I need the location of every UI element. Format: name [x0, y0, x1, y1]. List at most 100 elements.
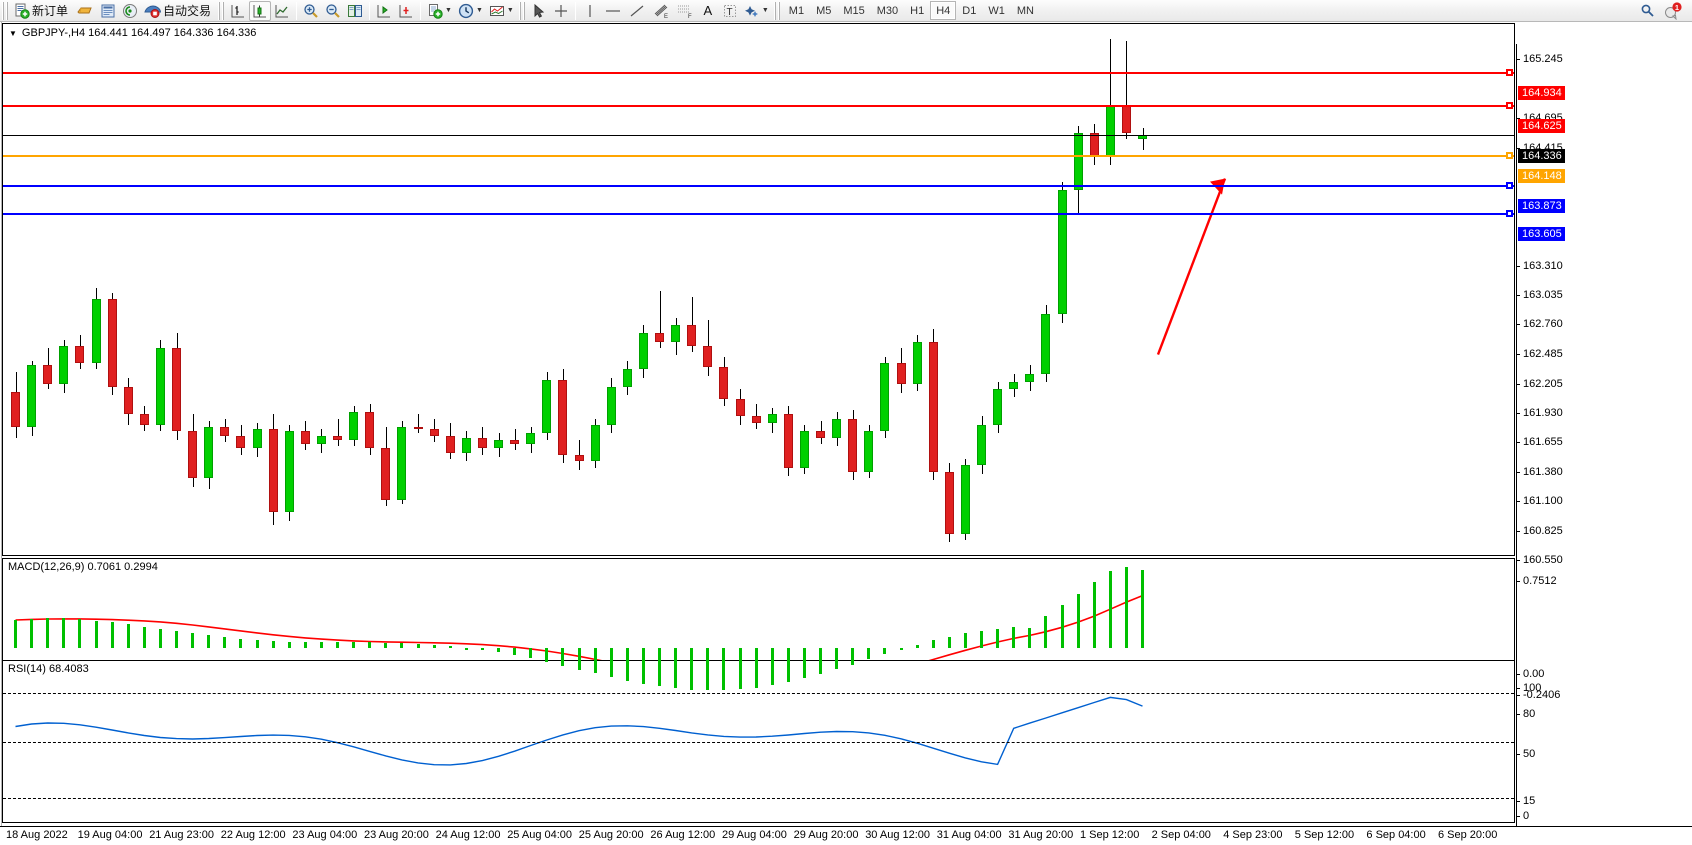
main-toolbar[interactable]: 新订单 自动交易: [0, 0, 1692, 22]
chart-left-grip[interactable]: [0, 22, 3, 845]
new-order-icon: [15, 3, 30, 19]
auto-scroll-button[interactable]: [395, 1, 417, 21]
level-line-current-price[interactable]: [3, 135, 1514, 137]
candle-body: [155, 348, 165, 425]
crosshair-icon: [554, 4, 567, 17]
candle-body: [671, 324, 681, 342]
macd-histogram-bar: [529, 648, 533, 659]
chart-window[interactable]: ▼ GBPJPY-,H4 164.441 164.497 164.336 164…: [0, 22, 1692, 845]
timeframe-h4[interactable]: H4: [930, 1, 957, 20]
macd-histogram-bar: [336, 642, 339, 649]
bar-chart-button[interactable]: [227, 1, 249, 21]
horizontal-line-button[interactable]: [601, 1, 625, 21]
toolbar-grip-2[interactable]: [218, 1, 226, 20]
toolbar-grip-4[interactable]: [773, 1, 781, 20]
price-badge-pivot[interactable]: 164.148: [1518, 169, 1565, 184]
period-button[interactable]: ▼: [455, 1, 486, 21]
price-pane[interactable]: ▼ GBPJPY-,H4 164.441 164.497 164.336 164…: [2, 23, 1515, 556]
text-label-button[interactable]: T: [719, 1, 741, 21]
macd-histogram-bar: [384, 642, 388, 649]
crosshair-button[interactable]: [550, 1, 572, 21]
svg-text:E: E: [664, 14, 668, 19]
text-button[interactable]: A: [697, 1, 719, 21]
candle-body: [880, 363, 890, 432]
level-handle-resistance[interactable]: [1506, 101, 1513, 109]
toolbar-grip-3[interactable]: [518, 1, 526, 20]
signals-button[interactable]: [119, 1, 141, 21]
equidistant-channel-button[interactable]: E: [649, 1, 673, 21]
vertical-line-icon: [589, 4, 591, 17]
timeframe-m30[interactable]: M30: [876, 4, 899, 17]
auto-trading-button[interactable]: 自动交易: [141, 1, 216, 21]
price-badge-resistance[interactable]: 164.625: [1518, 118, 1565, 133]
price-badge-support[interactable]: 163.605: [1518, 227, 1565, 242]
price-badge-current-price[interactable]: 164.336: [1518, 149, 1565, 164]
chevron-down-icon-4[interactable]: ▼: [761, 7, 769, 14]
zoom-in-button[interactable]: [300, 1, 322, 21]
timeframe-m5[interactable]: M5: [816, 4, 832, 17]
candle-body: [204, 427, 214, 479]
vertical-line-button[interactable]: [579, 1, 601, 21]
fibonacci-button[interactable]: F: [673, 1, 697, 21]
time-axis[interactable]: 18 Aug 2022 19 Aug 04:00 21 Aug 23:00 22 Au…: [0, 826, 1692, 845]
candle-body: [365, 412, 375, 449]
level-line-support[interactable]: [3, 184, 1514, 187]
level-handle-pivot[interactable]: [1506, 152, 1513, 160]
timeframe-h1[interactable]: H1: [910, 4, 925, 17]
candlestick-chart-button[interactable]: [249, 0, 272, 21]
macd-histogram-bar: [625, 648, 629, 681]
timeframe-mn[interactable]: MN: [1016, 4, 1034, 17]
macd-histogram-bar: [561, 648, 565, 666]
price-badge-support[interactable]: 163.873: [1518, 198, 1565, 213]
macd-histogram-bar: [577, 648, 581, 670]
level-handle-support[interactable]: [1506, 210, 1513, 218]
trendline-button[interactable]: [625, 1, 649, 21]
timeframe-group[interactable]: M1 M5 M15 M30 H1 H4 D1 W1 MN: [783, 1, 1040, 20]
auto-trading-icon: [144, 4, 162, 18]
macd-histogram-bar: [1124, 567, 1128, 649]
cursor-button[interactable]: [528, 1, 550, 21]
zoom-out-button[interactable]: [322, 1, 344, 21]
level-handle-support[interactable]: [1506, 181, 1513, 189]
time-axis-tick: 29 Aug 04:00: [722, 829, 787, 841]
candle-wick: [660, 290, 661, 349]
timeframe-m15[interactable]: M15: [843, 4, 865, 17]
rsi-level-50: [3, 741, 1514, 743]
chevron-down-icon-2[interactable]: ▼: [475, 7, 483, 14]
tile-windows-button[interactable]: [344, 1, 366, 21]
timeframe-w1[interactable]: W1: [988, 4, 1005, 17]
level-line-pivot[interactable]: [3, 155, 1514, 158]
level-line-support[interactable]: [3, 213, 1514, 216]
price-axis-tick: 161.100: [1516, 495, 1563, 507]
level-handle-resistance[interactable]: [1506, 68, 1513, 76]
level-line-resistance[interactable]: [3, 104, 1514, 107]
gold-bar-button[interactable]: [73, 1, 97, 21]
candle-body: [767, 414, 777, 423]
candle-body: [1041, 314, 1051, 374]
chevron-down-icon[interactable]: ▼: [445, 7, 452, 14]
alerts-button[interactable]: 1: [1660, 1, 1686, 21]
rsi-pane[interactable]: RSI(14) 68.4083: [2, 660, 1515, 823]
price-badge-resistance[interactable]: 164.934: [1518, 85, 1565, 100]
candle-body: [252, 429, 262, 449]
timeframe-d1[interactable]: D1: [962, 4, 977, 17]
timeframe-m1[interactable]: M1: [788, 4, 805, 17]
chevron-down-icon-3[interactable]: ▼: [506, 7, 514, 14]
candle-body: [687, 324, 697, 346]
add-indicator-button[interactable]: ▼: [424, 1, 455, 21]
level-line-resistance[interactable]: [3, 71, 1514, 74]
candle-body: [703, 346, 713, 368]
chart-shift-button[interactable]: [373, 1, 395, 21]
templates-button[interactable]: ▼: [486, 1, 517, 21]
shapes-button[interactable]: ▼: [741, 1, 772, 21]
price-axis[interactable]: 165.245164.695164.415163.310163.035162.7…: [1515, 44, 1692, 845]
macd-histogram-bar: [593, 648, 597, 674]
toolbar-grip[interactable]: [2, 1, 9, 20]
symbol-header: ▼ GBPJPY-,H4 164.441 164.497 164.336 164…: [9, 27, 256, 39]
toolbar-separator-1: [296, 1, 298, 20]
search-button[interactable]: [1636, 1, 1660, 21]
line-chart-button[interactable]: [271, 1, 293, 21]
chart-menu-caret-icon[interactable]: ▼: [9, 28, 17, 38]
terminal-button[interactable]: [97, 1, 119, 21]
new-order-button[interactable]: 新订单: [11, 1, 73, 21]
